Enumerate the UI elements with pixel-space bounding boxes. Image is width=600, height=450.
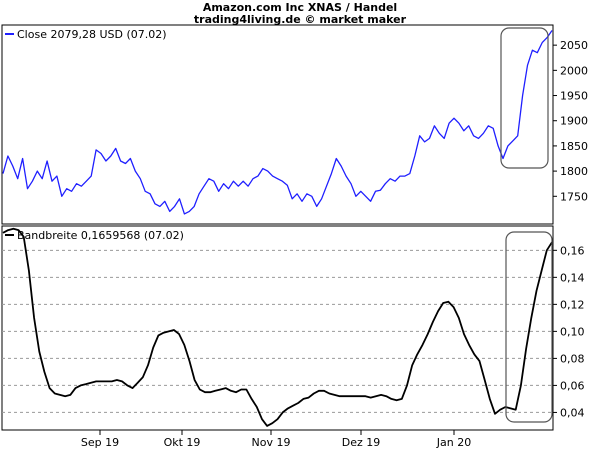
y-tick-label: 2050 <box>560 39 588 52</box>
y-tick-label: 0,04 <box>560 406 585 419</box>
x-tick-label: Okt 19 <box>164 436 201 449</box>
y-tick-label: 1900 <box>560 115 588 128</box>
x-tick-label: Dez 19 <box>342 436 381 449</box>
x-tick-label: Jan 20 <box>436 436 471 449</box>
close-price-line <box>2 30 553 215</box>
plot-frame <box>1 225 554 431</box>
y-tick-label: 1800 <box>560 165 588 178</box>
y-tick-label: 0,14 <box>560 271 585 284</box>
highlight-box <box>505 231 553 423</box>
plot-frame <box>1 24 554 225</box>
chart-title: Amazon.com Inc XNAS / Handel <box>202 1 398 14</box>
chart-subtitle: trading4living.de © market maker <box>193 13 407 26</box>
bandwidth-pane: 0,04 0,06 0,08 0,10 0,12 0,14 0,16 Bandbreite 0… <box>1 225 585 431</box>
y-tick-label: 1850 <box>560 140 588 153</box>
y-tick-label: 0,10 <box>560 325 585 338</box>
legend-label: Close 2079,28 USD (07.02) <box>17 28 167 41</box>
y-tick-label: 2000 <box>560 64 588 77</box>
y-tick-label: 0,06 <box>560 379 585 392</box>
bandwidth-line <box>2 227 553 427</box>
y-tick-label: 0,12 <box>560 298 585 311</box>
y-tick-label: 0,08 <box>560 352 585 365</box>
y-tick-label: 1750 <box>560 190 588 203</box>
x-tick-label: Sep 19 <box>81 436 119 449</box>
highlight-box <box>500 27 549 169</box>
legend-label: Bandbreite 0,1659568 (07.02) <box>17 229 184 242</box>
y-tick-label: 1950 <box>560 90 588 103</box>
price-pane: 1750 1800 1850 1900 1950 2000 2050 Close 2079,2… <box>1 24 588 225</box>
x-axis: Sep 19 Okt 19 Nov 19 Dez 19 Jan 20 <box>81 430 471 449</box>
y-tick-label: 0,16 <box>560 244 585 257</box>
x-tick-label: Nov 19 <box>252 436 291 449</box>
